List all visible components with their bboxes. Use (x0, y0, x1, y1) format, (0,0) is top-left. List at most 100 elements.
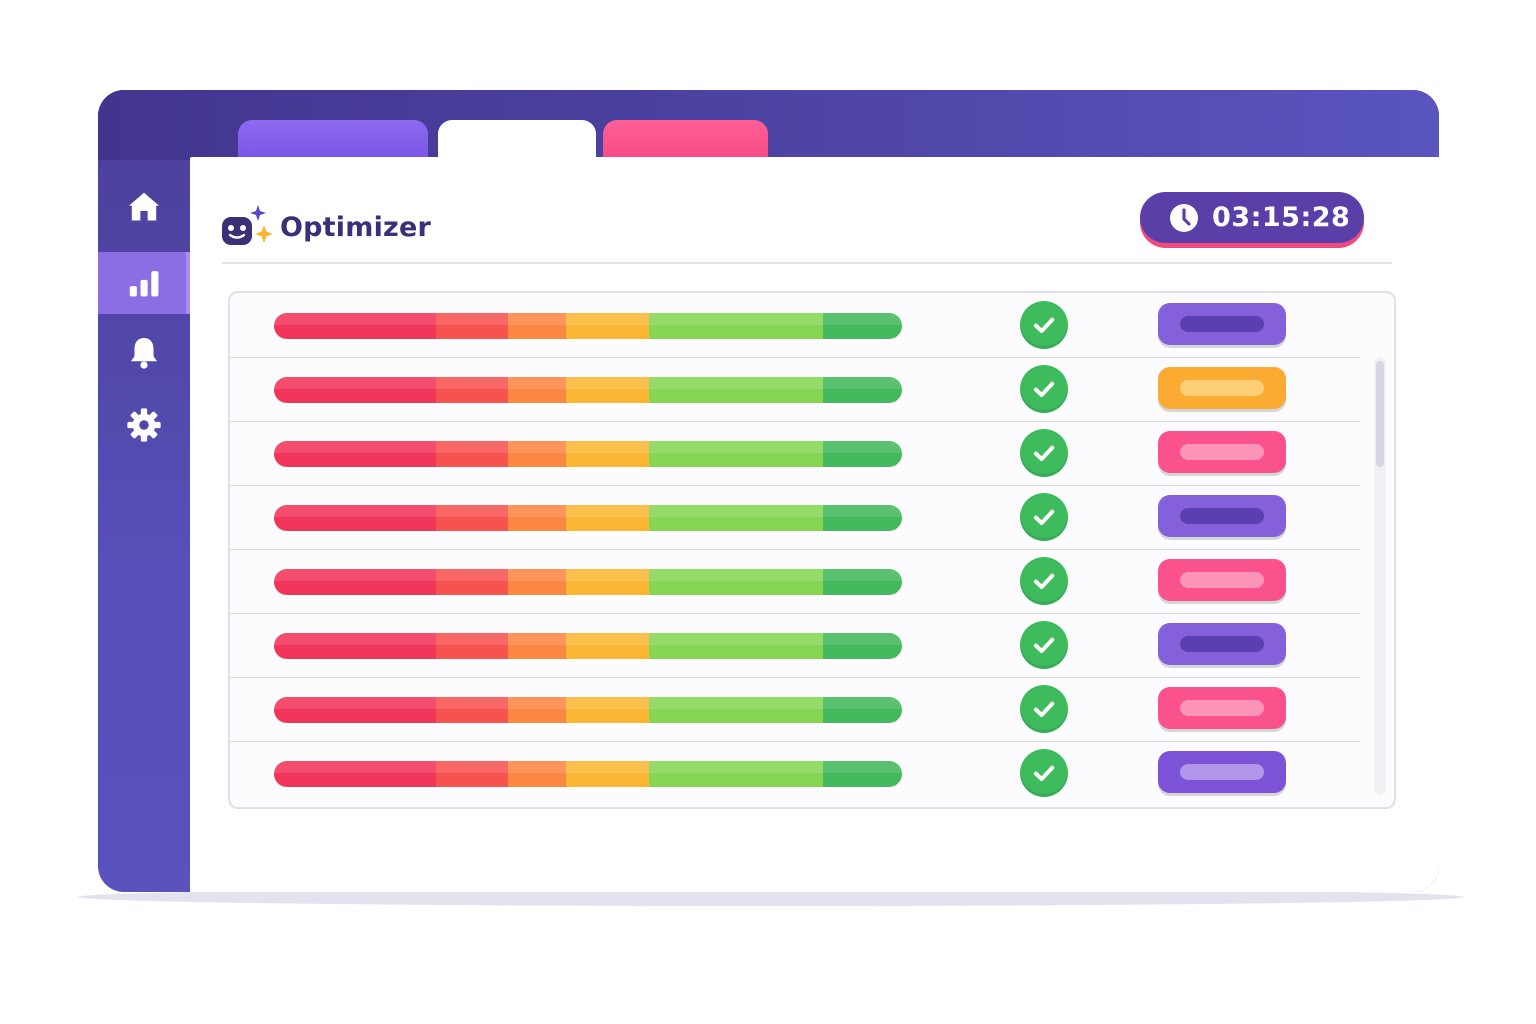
action-button[interactable] (1158, 687, 1286, 729)
scrollbar-thumb[interactable] (1376, 361, 1384, 467)
score-bar (274, 633, 902, 659)
score-bar-segment (508, 761, 566, 787)
home-icon (128, 192, 160, 221)
task-row[interactable] (230, 293, 1360, 358)
score-bar-segment (649, 441, 823, 467)
score-bar-segment (823, 633, 902, 659)
action-button[interactable] (1158, 751, 1286, 793)
check-circle-icon (1020, 301, 1068, 349)
score-bar-segment (436, 441, 508, 467)
action-button[interactable] (1158, 495, 1286, 537)
score-bar (274, 505, 902, 531)
score-bar (274, 761, 902, 787)
app-title: Optimizer (280, 211, 431, 243)
score-bar-segment (823, 761, 902, 787)
action-button-label-placeholder (1180, 316, 1264, 332)
task-row[interactable] (230, 549, 1360, 614)
check-circle-icon (1020, 365, 1068, 413)
task-list (228, 291, 1396, 809)
action-button-label-placeholder (1180, 636, 1264, 652)
score-bar-segment (508, 697, 566, 723)
gear-icon (127, 408, 161, 442)
score-bar-segment (436, 569, 508, 595)
score-bar-segment (566, 633, 649, 659)
action-button-label-placeholder (1180, 444, 1264, 460)
action-button-label-placeholder (1180, 380, 1264, 396)
bar-chart-icon (129, 271, 159, 297)
score-bar-segment (436, 505, 508, 531)
score-bar-segment (508, 505, 566, 531)
score-bar-segment (823, 377, 902, 403)
score-bar-segment (274, 569, 436, 595)
action-button[interactable] (1158, 623, 1286, 665)
timer-badge: 03:15:28 (1140, 192, 1364, 243)
check-circle-icon (1020, 493, 1068, 541)
score-bar-segment (508, 377, 566, 403)
score-bar-segment (274, 697, 436, 723)
task-row[interactable] (230, 613, 1360, 678)
action-button[interactable] (1158, 431, 1286, 473)
sidebar-item-notifications[interactable] (98, 322, 190, 384)
action-button[interactable] (1158, 367, 1286, 409)
clock-icon (1170, 203, 1198, 232)
score-bar-segment (508, 633, 566, 659)
check-circle-icon (1020, 685, 1068, 733)
score-bar-segment (436, 313, 508, 339)
main-panel: Optimizer 03:15:28 (190, 157, 1439, 892)
score-bar-segment (823, 313, 902, 339)
app-header: Optimizer (220, 205, 431, 249)
task-row[interactable] (230, 421, 1360, 486)
bell-icon (131, 337, 157, 369)
action-button-label-placeholder (1180, 572, 1264, 588)
score-bar-segment (649, 313, 823, 339)
task-row[interactable] (230, 741, 1360, 805)
score-bar-segment (274, 761, 436, 787)
action-button-label-placeholder (1180, 508, 1264, 524)
sidebar (98, 160, 190, 892)
check-circle-icon (1020, 557, 1068, 605)
check-circle-icon (1020, 749, 1068, 797)
tab-1[interactable] (238, 120, 428, 160)
score-bar-segment (649, 761, 823, 787)
score-bar-segment (508, 569, 566, 595)
tab-2[interactable] (438, 120, 596, 160)
scrollbar[interactable] (1374, 357, 1386, 795)
score-bar-segment (823, 505, 902, 531)
score-bar-segment (566, 569, 649, 595)
score-bar-segment (566, 441, 649, 467)
score-bar (274, 697, 902, 723)
task-row[interactable] (230, 357, 1360, 422)
action-button[interactable] (1158, 559, 1286, 601)
score-bar-segment (436, 377, 508, 403)
score-bar-segment (508, 313, 566, 339)
check-circle-icon (1020, 429, 1068, 477)
action-button-label-placeholder (1180, 700, 1264, 716)
score-bar-segment (649, 569, 823, 595)
score-bar-segment (649, 697, 823, 723)
score-bar-segment (436, 761, 508, 787)
score-bar-segment (566, 697, 649, 723)
score-bar-segment (649, 505, 823, 531)
score-bar (274, 377, 902, 403)
score-bar-segment (823, 441, 902, 467)
score-bar (274, 569, 902, 595)
header-divider (222, 262, 1392, 264)
score-bar-segment (566, 761, 649, 787)
score-bar-segment (823, 697, 902, 723)
score-bar-segment (436, 697, 508, 723)
score-bar-segment (274, 633, 436, 659)
score-bar (274, 313, 902, 339)
sidebar-item-home[interactable] (98, 176, 190, 238)
score-bar-segment (566, 313, 649, 339)
score-bar-segment (566, 377, 649, 403)
action-button[interactable] (1158, 303, 1286, 345)
task-row[interactable] (230, 485, 1360, 550)
action-button-label-placeholder (1180, 764, 1264, 780)
sidebar-item-analytics[interactable] (98, 252, 190, 314)
window-shadow (78, 888, 1464, 906)
task-row[interactable] (230, 677, 1360, 742)
score-bar-segment (649, 633, 823, 659)
score-bar-segment (274, 505, 436, 531)
tab-3[interactable] (603, 120, 768, 160)
sidebar-item-settings[interactable] (98, 394, 190, 456)
